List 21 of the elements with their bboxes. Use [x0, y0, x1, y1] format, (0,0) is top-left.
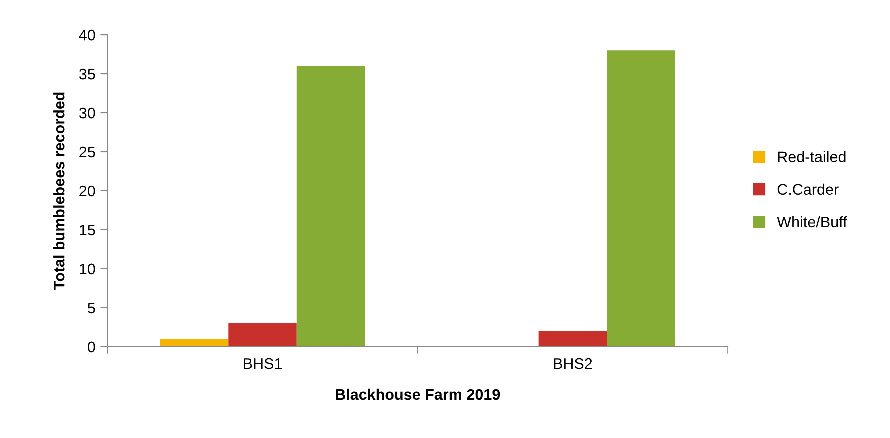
y-tick-label: 20: [80, 186, 96, 197]
y-tick-label: 30: [79, 108, 96, 119]
legend-label: C.Carder: [778, 184, 839, 196]
legend-label: White/Buff: [777, 216, 848, 228]
bar: [160, 339, 229, 347]
y-tick-label: 25: [80, 146, 96, 158]
y-tick-label: 35: [79, 68, 96, 80]
y-tick-label: 15: [80, 224, 96, 236]
bar: [538, 331, 608, 347]
y-tick-label: 0: [88, 342, 96, 353]
x-tick-label: BHS1: [244, 358, 282, 370]
legend-label: Red-tailed: [778, 151, 846, 162]
y-tick-label: 10: [80, 264, 96, 275]
bar: [228, 324, 297, 347]
x-axis-title: Blackhouse Farm 2019: [336, 388, 500, 400]
bar: [296, 66, 366, 347]
y-axis-title: Total bumblebees recorded: [54, 92, 65, 290]
y-tick-label: 5: [88, 302, 96, 314]
bar: [607, 50, 676, 347]
y-tick-label: 40: [79, 30, 96, 41]
x-tick-label: BHS2: [554, 358, 592, 370]
